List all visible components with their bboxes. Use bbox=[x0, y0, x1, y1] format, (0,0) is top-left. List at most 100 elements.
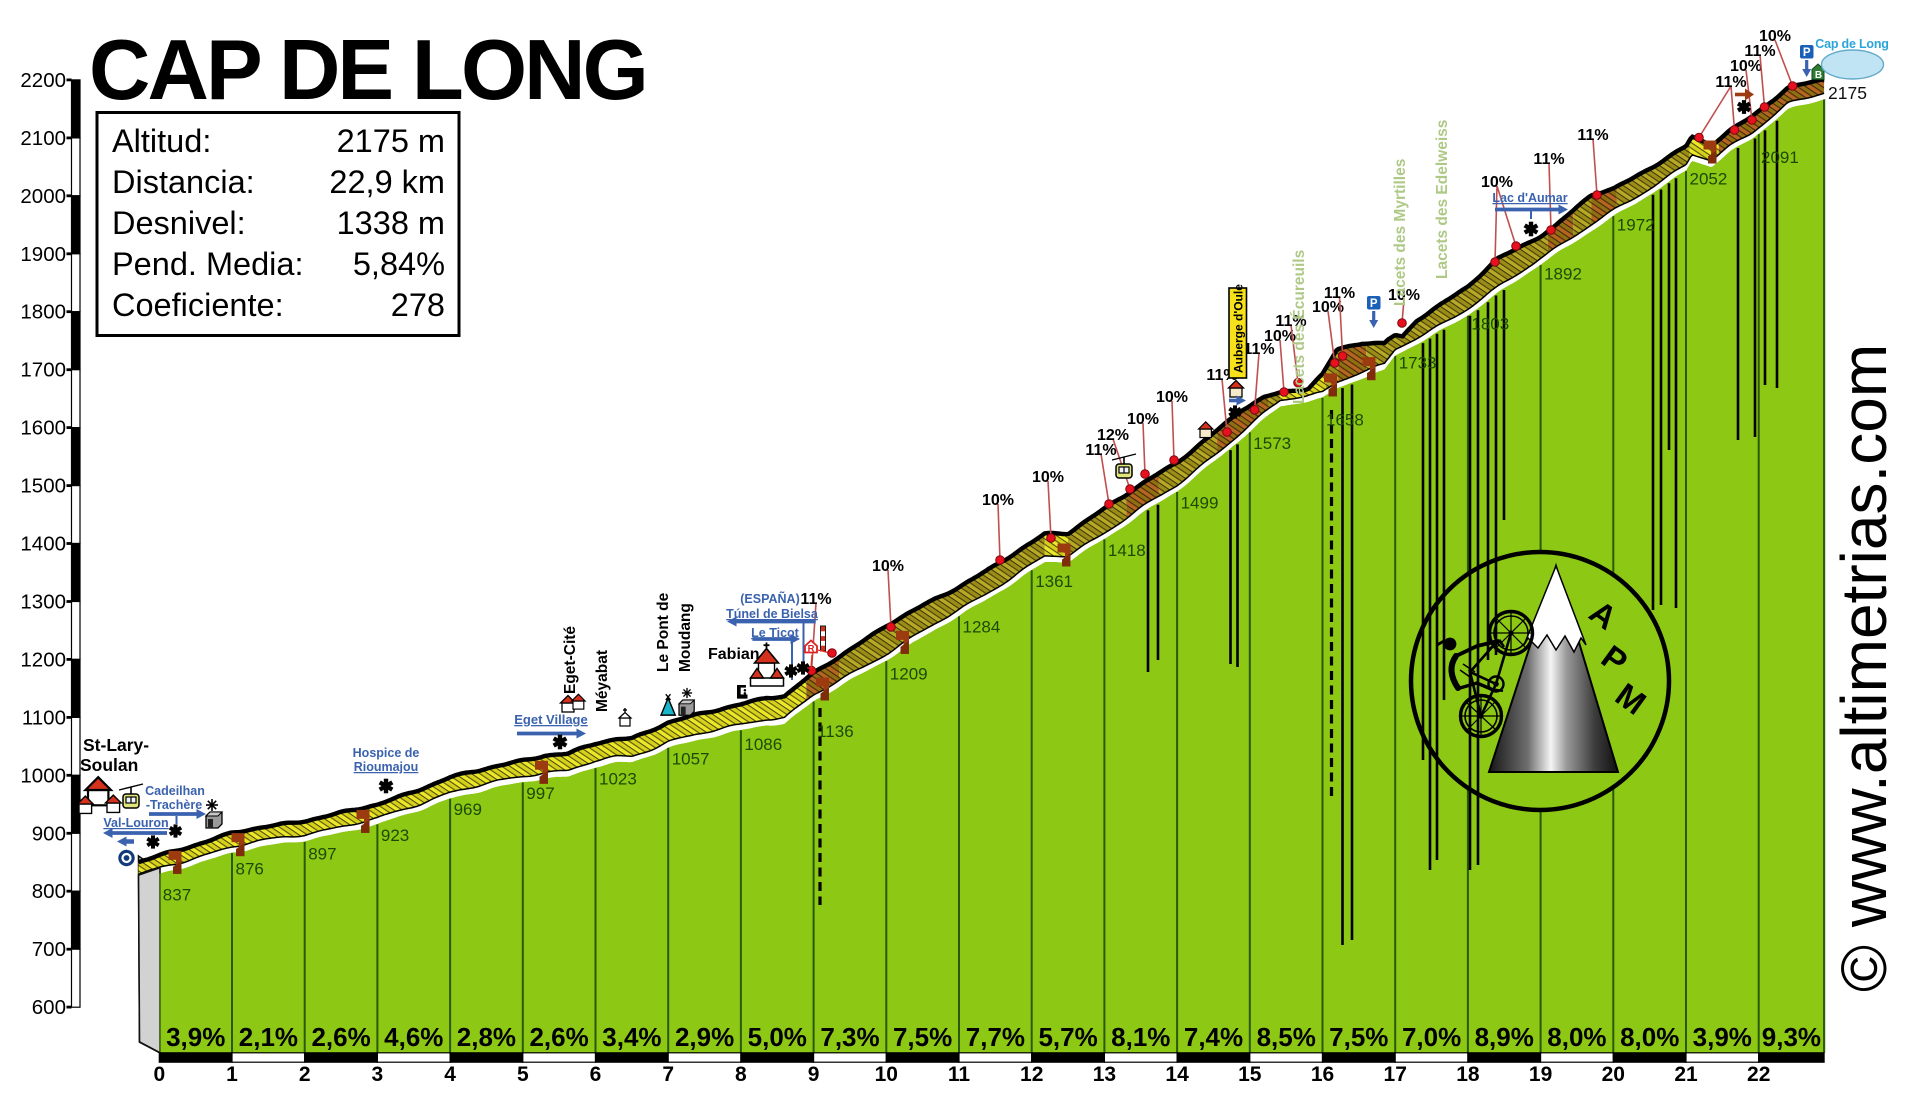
svg-text:Le Ticot: Le Ticot bbox=[751, 626, 800, 640]
svg-text:1972: 1972 bbox=[1617, 216, 1655, 235]
svg-text:16: 16 bbox=[1311, 1063, 1334, 1086]
svg-text:R: R bbox=[808, 644, 815, 655]
svg-text:4,6%: 4,6% bbox=[384, 1022, 443, 1052]
svg-text:3,9%: 3,9% bbox=[166, 1022, 225, 1052]
svg-text:2,6%: 2,6% bbox=[311, 1022, 370, 1052]
svg-text:Fabian: Fabian bbox=[708, 646, 760, 663]
svg-text:17: 17 bbox=[1384, 1063, 1407, 1086]
svg-text:1900: 1900 bbox=[20, 243, 66, 266]
svg-text:10%: 10% bbox=[982, 492, 1014, 509]
svg-text:11%: 11% bbox=[1085, 442, 1116, 459]
svg-text:10%: 10% bbox=[872, 558, 904, 575]
svg-text:10%: 10% bbox=[1156, 389, 1188, 406]
svg-text:2100: 2100 bbox=[20, 127, 66, 150]
svg-text:Desnivel:: Desnivel: bbox=[112, 205, 246, 241]
svg-text:7,4%: 7,4% bbox=[1184, 1022, 1243, 1052]
svg-text:Lac d'Aumar: Lac d'Aumar bbox=[1492, 191, 1567, 205]
svg-text:600: 600 bbox=[32, 996, 66, 1019]
svg-text:800: 800 bbox=[32, 880, 66, 903]
svg-text:1200: 1200 bbox=[20, 648, 66, 671]
svg-text:1400: 1400 bbox=[20, 533, 66, 556]
svg-text:1800: 1800 bbox=[20, 301, 66, 324]
svg-text:11%: 11% bbox=[1324, 285, 1355, 302]
svg-text:Moudang: Moudang bbox=[677, 603, 694, 672]
svg-text:1418: 1418 bbox=[1108, 541, 1146, 560]
svg-text:3: 3 bbox=[372, 1063, 384, 1086]
svg-text:11%: 11% bbox=[1577, 127, 1608, 144]
svg-text:P: P bbox=[1370, 298, 1378, 310]
svg-text:21: 21 bbox=[1674, 1063, 1698, 1086]
svg-text:Cadeilhan: Cadeilhan bbox=[145, 784, 205, 798]
svg-text:6: 6 bbox=[590, 1063, 602, 1086]
svg-text:1284: 1284 bbox=[963, 618, 1001, 637]
svg-text:11%: 11% bbox=[800, 591, 831, 608]
svg-text:Le Pont de: Le Pont de bbox=[655, 592, 672, 672]
svg-text:900: 900 bbox=[32, 822, 66, 845]
svg-text:2,9%: 2,9% bbox=[675, 1022, 734, 1052]
svg-text:-Trachère: -Trachère bbox=[146, 798, 202, 812]
svg-text:Cap de Long: Cap de Long bbox=[1815, 37, 1889, 51]
svg-text:837: 837 bbox=[163, 886, 191, 905]
svg-text:1573: 1573 bbox=[1253, 434, 1291, 453]
svg-text:8,0%: 8,0% bbox=[1620, 1022, 1679, 1052]
svg-text:15: 15 bbox=[1238, 1063, 1262, 1086]
svg-text:1733: 1733 bbox=[1399, 353, 1437, 372]
svg-text:11%: 11% bbox=[1715, 74, 1746, 91]
svg-text:1100: 1100 bbox=[22, 706, 66, 729]
svg-text:22,9 km: 22,9 km bbox=[329, 164, 445, 200]
svg-text:St-Lary-: St-Lary- bbox=[83, 735, 149, 755]
svg-text:2: 2 bbox=[299, 1063, 311, 1086]
svg-text:Lacets des Edelweiss: Lacets des Edelweiss bbox=[1434, 120, 1451, 279]
svg-text:P: P bbox=[1803, 47, 1811, 59]
svg-text:9: 9 bbox=[808, 1063, 820, 1086]
svg-text:5,84%: 5,84% bbox=[353, 246, 445, 282]
svg-text:11%: 11% bbox=[1243, 341, 1274, 358]
svg-text:1136: 1136 bbox=[817, 722, 854, 741]
svg-text:11%: 11% bbox=[1744, 43, 1775, 60]
svg-text:7,0%: 7,0% bbox=[1402, 1022, 1461, 1052]
svg-text:897: 897 bbox=[308, 844, 336, 863]
svg-text:1000: 1000 bbox=[20, 764, 66, 787]
svg-text:8,1%: 8,1% bbox=[1111, 1022, 1170, 1052]
svg-text:2,8%: 2,8% bbox=[457, 1022, 516, 1052]
svg-text:876: 876 bbox=[236, 860, 264, 879]
svg-text:(ESPAÑA): (ESPAÑA) bbox=[740, 591, 800, 606]
svg-text:12: 12 bbox=[1020, 1063, 1043, 1086]
svg-text:10%: 10% bbox=[1730, 58, 1762, 75]
svg-text:2000: 2000 bbox=[20, 185, 66, 208]
svg-text:Rioumajou: Rioumajou bbox=[354, 760, 419, 774]
svg-text:923: 923 bbox=[381, 826, 409, 845]
svg-text:4: 4 bbox=[444, 1063, 456, 1086]
svg-text:B: B bbox=[1815, 70, 1822, 81]
svg-text:2200: 2200 bbox=[20, 69, 66, 92]
svg-text:Túnel de Bielsa: Túnel de Bielsa bbox=[726, 607, 819, 621]
svg-text:1600: 1600 bbox=[20, 417, 66, 440]
svg-text:8,0%: 8,0% bbox=[1547, 1022, 1606, 1052]
svg-text:5,0%: 5,0% bbox=[748, 1022, 807, 1052]
svg-text:1361: 1361 bbox=[1035, 572, 1073, 591]
svg-text:1: 1 bbox=[226, 1063, 238, 1086]
svg-text:Altitud:: Altitud: bbox=[112, 123, 211, 159]
svg-text:3,9%: 3,9% bbox=[1693, 1022, 1752, 1052]
svg-text:© www.altimetrias.com: © www.altimetrias.com bbox=[1828, 344, 1900, 992]
svg-text:1658: 1658 bbox=[1326, 410, 1364, 429]
svg-text:997: 997 bbox=[526, 784, 554, 803]
svg-text:1892: 1892 bbox=[1544, 265, 1582, 284]
svg-text:8,5%: 8,5% bbox=[1257, 1022, 1316, 1052]
svg-text:1300: 1300 bbox=[20, 591, 66, 614]
svg-text:7: 7 bbox=[662, 1063, 674, 1086]
svg-text:14: 14 bbox=[1165, 1063, 1189, 1086]
svg-text:12%: 12% bbox=[1097, 427, 1129, 444]
svg-text:2175 m: 2175 m bbox=[337, 123, 445, 159]
svg-text:0: 0 bbox=[153, 1063, 165, 1086]
svg-text:20: 20 bbox=[1602, 1063, 1625, 1086]
svg-text:7,5%: 7,5% bbox=[893, 1022, 952, 1052]
svg-text:Eget-Cité: Eget-Cité bbox=[562, 626, 579, 694]
svg-text:1086: 1086 bbox=[744, 735, 782, 754]
svg-text:700: 700 bbox=[32, 938, 66, 961]
svg-text:1803: 1803 bbox=[1471, 314, 1509, 333]
svg-text:11: 11 bbox=[948, 1063, 971, 1086]
svg-text:Soulan: Soulan bbox=[80, 755, 138, 775]
svg-text:Méyabat: Méyabat bbox=[594, 650, 611, 712]
svg-text:7,5%: 7,5% bbox=[1329, 1022, 1388, 1052]
